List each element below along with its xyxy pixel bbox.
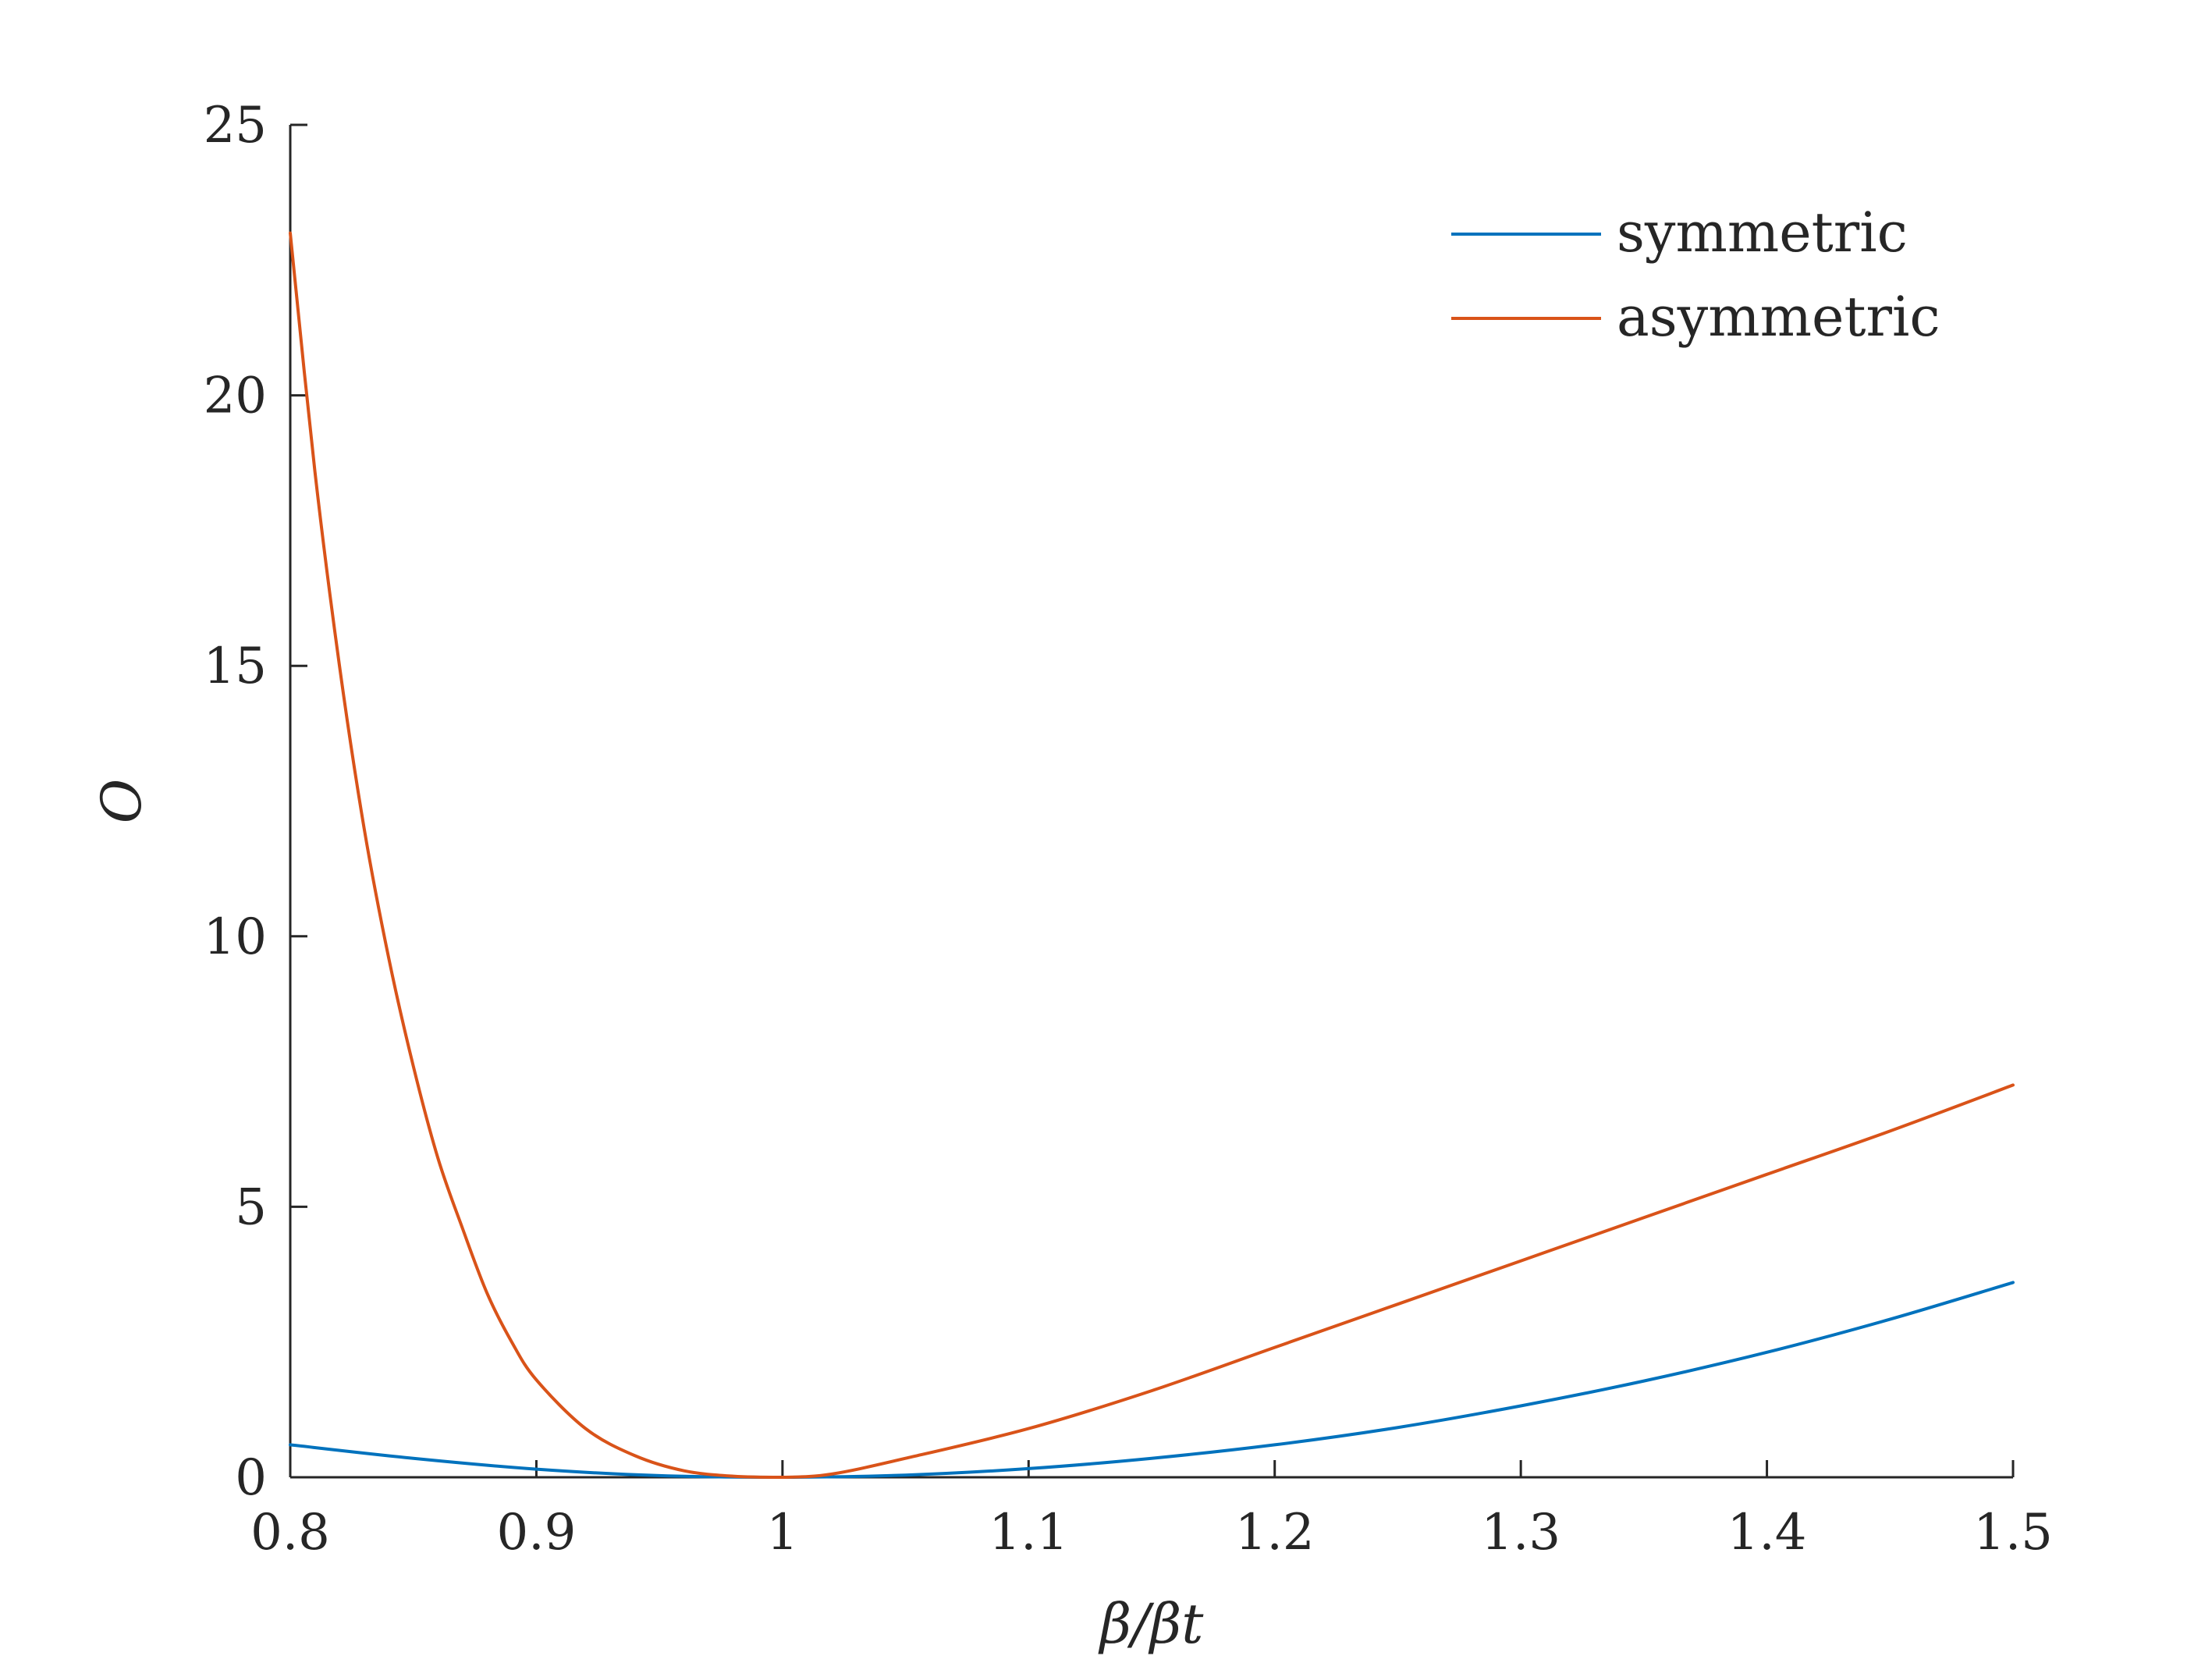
x-tick-label: 0.8	[250, 1504, 330, 1562]
x-tick-label: 0.9	[497, 1504, 577, 1562]
x-tick-label: 1.4	[1727, 1504, 1807, 1562]
series-line-symmetric	[289, 1281, 2015, 1479]
y-axis-label: O	[90, 779, 154, 823]
series-group	[289, 231, 2015, 1479]
y-tick-label: 20	[204, 368, 267, 425]
y-tick-label: 10	[204, 908, 267, 966]
y-tick-label: 0	[235, 1449, 267, 1507]
series-line-asymmetric	[289, 231, 2015, 1479]
x-tick-label: 1.5	[1973, 1504, 2053, 1562]
legend-label-symmetric: symmetric	[1617, 201, 1908, 265]
y-tick-label: 25	[204, 97, 267, 155]
x-tick-label: 1.3	[1481, 1504, 1560, 1562]
x-axis-label: β/βt	[1098, 1592, 1205, 1656]
y-tick-label: 15	[204, 638, 267, 695]
legend: symmetric asymmetric	[1451, 201, 1940, 349]
x-tick-label: 1.1	[989, 1504, 1068, 1562]
y-tick-label: 5	[235, 1178, 267, 1236]
axes: 0.8 0.9 1 1.1 1.2 1.3 1.4 1.5 0 5 10 15 20 25	[204, 97, 2053, 1562]
x-tick-label: 1.2	[1235, 1504, 1315, 1562]
legend-label-asymmetric: asymmetric	[1617, 285, 1940, 349]
x-tick-label: 1	[766, 1504, 798, 1562]
